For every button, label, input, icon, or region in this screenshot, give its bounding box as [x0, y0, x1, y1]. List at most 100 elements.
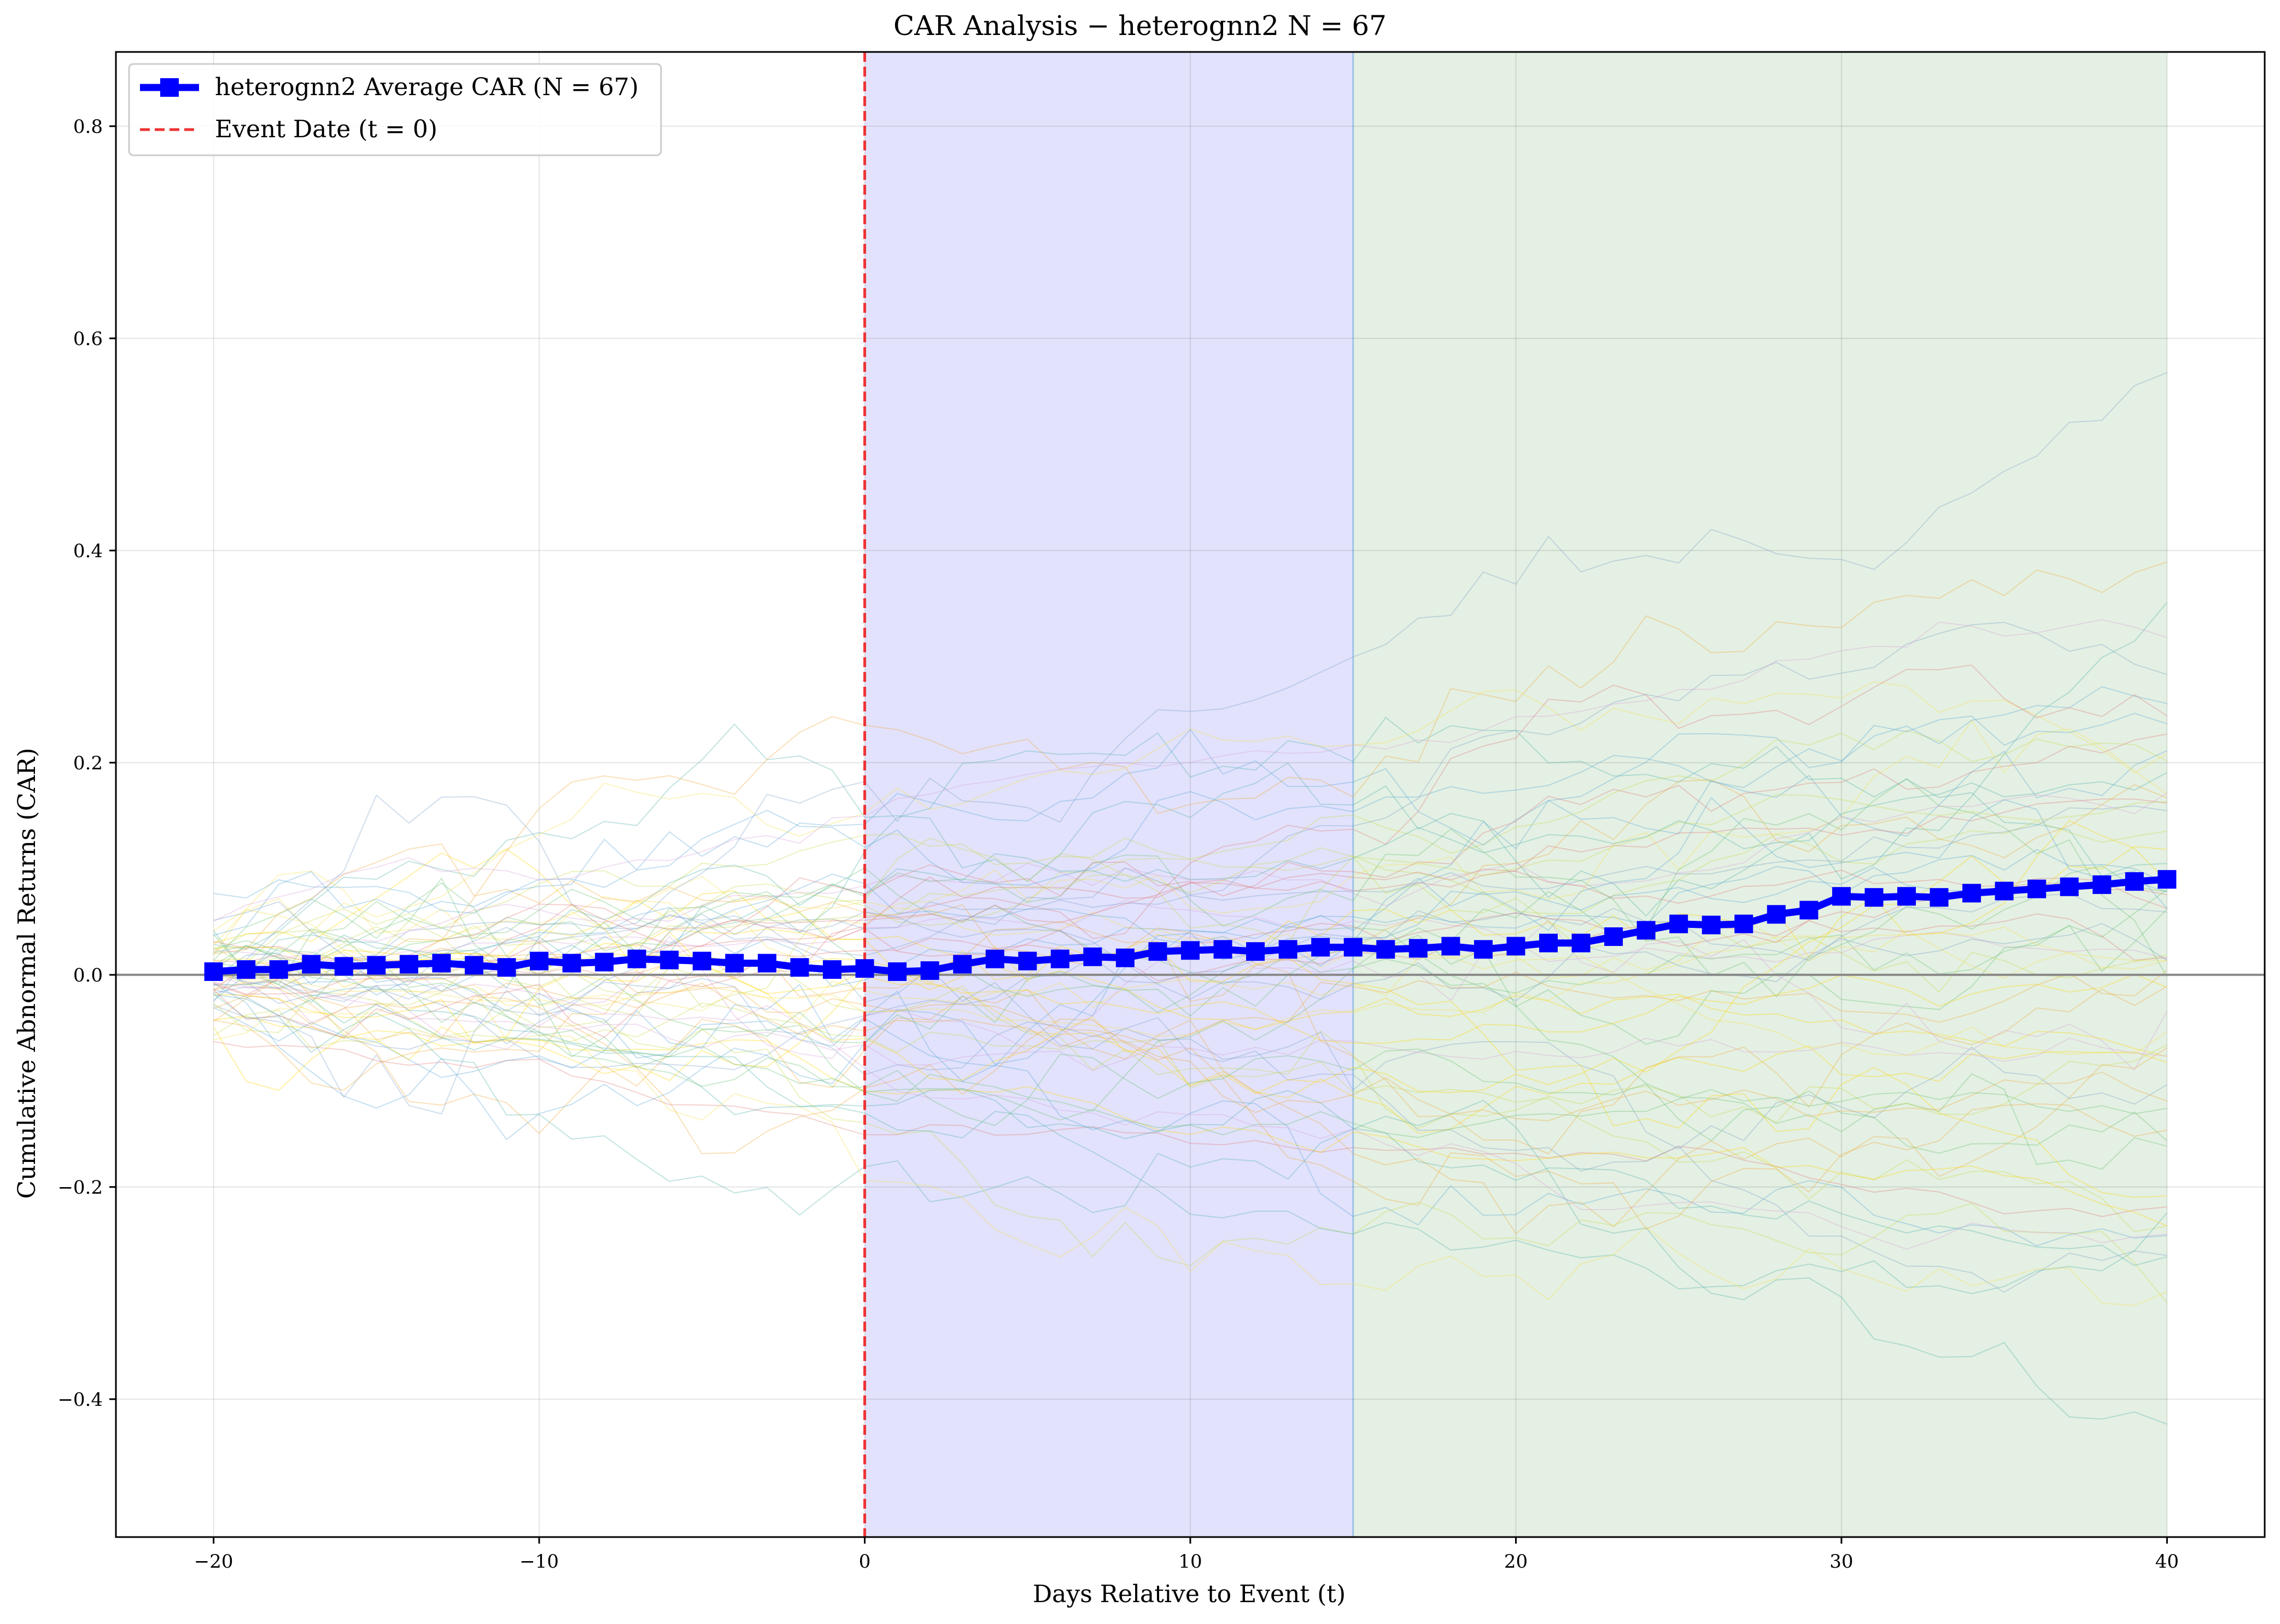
plot-area — [115, 51, 2266, 1538]
y-tick-label: −0.4 — [57, 1389, 103, 1411]
individual-car-line — [213, 772, 2167, 977]
individual-car-line — [213, 889, 2167, 1013]
average-car-point — [1148, 942, 1167, 961]
individual-car-line — [213, 945, 2168, 1154]
individual-car-line — [213, 681, 2167, 946]
y-tick-label: 0.2 — [73, 752, 103, 774]
average-car-point — [1213, 940, 1232, 959]
average-car-point — [2060, 877, 2079, 896]
x-tick-label: 0 — [859, 1551, 871, 1573]
individual-car-line — [213, 845, 2167, 1095]
individual-car-line — [213, 982, 2167, 1071]
average-car-point — [1083, 947, 1102, 966]
y-tick-label: 0.0 — [73, 965, 103, 986]
legend-event-label: Event Date (t = 0) — [215, 115, 437, 143]
individual-car-line — [213, 899, 2167, 975]
individual-car-line — [213, 602, 2168, 950]
individual-car-line — [213, 960, 2167, 1230]
legend: heterognn2 Average CAR (N = 67) Event Da… — [128, 63, 662, 156]
y-tick-label: 0.6 — [73, 328, 103, 350]
average-car-point — [1864, 888, 1884, 907]
individual-car-line — [213, 982, 2167, 1121]
individual-car-line — [213, 1015, 2167, 1227]
average-car-point — [334, 957, 353, 976]
individual-car-line — [213, 920, 2167, 1129]
individual-car-line — [213, 843, 2167, 1155]
average-car-series — [204, 870, 2177, 981]
average-car-point — [1181, 941, 1200, 960]
average-car-point — [1441, 937, 1460, 956]
individual-car-line — [213, 875, 2167, 1056]
average-car-point — [1278, 940, 1297, 959]
individual-car-line — [213, 970, 2167, 1232]
x-tick-label: −20 — [194, 1551, 233, 1573]
average-car-point — [1962, 884, 1981, 903]
individual-car-line — [213, 1041, 2167, 1217]
average-car-point — [367, 956, 386, 975]
average-car-point — [1832, 887, 1851, 906]
individual-car-line — [213, 372, 2167, 1002]
average-car-point — [1115, 948, 1135, 967]
average-car-point — [2158, 870, 2177, 889]
individual-car-line — [213, 794, 2167, 981]
individual-car-line — [213, 1008, 2168, 1304]
average-car-point — [1506, 937, 1525, 956]
average-car-point — [888, 962, 907, 981]
average-car-point — [1018, 951, 1037, 971]
average-car-point — [1311, 938, 1330, 957]
individual-car-line — [213, 919, 2168, 1071]
average-car-point — [1539, 933, 1558, 953]
individual-car-line — [213, 890, 2167, 1134]
average-car-point — [1343, 938, 1363, 957]
average-car-point — [1799, 901, 1819, 920]
individual-car-line — [213, 994, 2168, 1294]
average-car-point — [399, 955, 418, 974]
average-car-point — [465, 956, 483, 975]
average-car-point — [1702, 915, 1721, 934]
individual-car-line — [213, 994, 2167, 1425]
individual-car-line — [213, 962, 2167, 1306]
individual-car-line — [213, 950, 2167, 1250]
average-car-point — [757, 954, 776, 973]
individual-car-line — [213, 821, 2167, 953]
average-car-point — [823, 960, 841, 979]
average-car-point — [530, 951, 549, 971]
individual-car-line — [213, 716, 2167, 989]
individual-car-line — [213, 622, 2167, 1004]
individual-car-line — [213, 779, 2167, 1091]
individual-car-line — [213, 962, 2167, 1293]
average-car-point — [953, 955, 972, 974]
y-axis-label: Cumulative Abnormal Returns (CAR) — [13, 748, 41, 1199]
average-car-point — [2125, 872, 2144, 891]
average-car-point — [1604, 927, 1623, 946]
average-car-point — [1376, 940, 1395, 959]
average-car-point — [1734, 914, 1753, 933]
average-car-point — [1636, 921, 1656, 940]
average-car-point — [855, 959, 874, 978]
individual-car-line — [213, 966, 2167, 1235]
legend-series-marker — [160, 78, 179, 97]
individual-car-line — [213, 893, 2167, 1071]
average-car-point — [1408, 939, 1428, 958]
x-tick-label: 10 — [1178, 1551, 1202, 1573]
average-car-point — [790, 958, 809, 977]
average-car-point — [627, 949, 646, 968]
average-car-point — [237, 960, 256, 979]
shaded-region-1 — [864, 52, 1353, 1537]
x-tick-label: 40 — [2155, 1551, 2179, 1573]
x-tick-label: 30 — [1829, 1551, 1853, 1573]
individual-car-line — [213, 719, 2167, 961]
average-car-point — [1571, 933, 1591, 953]
individual-car-line — [213, 901, 2167, 1045]
individual-car-line — [213, 619, 2167, 922]
legend-series-label: heterognn2 Average CAR (N = 67) — [215, 73, 639, 101]
x-axis-label: Days Relative to Event (t) — [1033, 1580, 1346, 1608]
y-axis-ticks: −0.4 −0.2 0.0 0.2 0.4 0.6 0.8 — [57, 116, 116, 1411]
average-car-point — [1246, 942, 1265, 961]
individual-car-line — [213, 980, 2167, 1266]
average-car-point — [562, 954, 581, 973]
average-car-point — [1930, 888, 1949, 907]
average-car-point — [302, 955, 321, 974]
average-car-point — [2027, 879, 2047, 898]
